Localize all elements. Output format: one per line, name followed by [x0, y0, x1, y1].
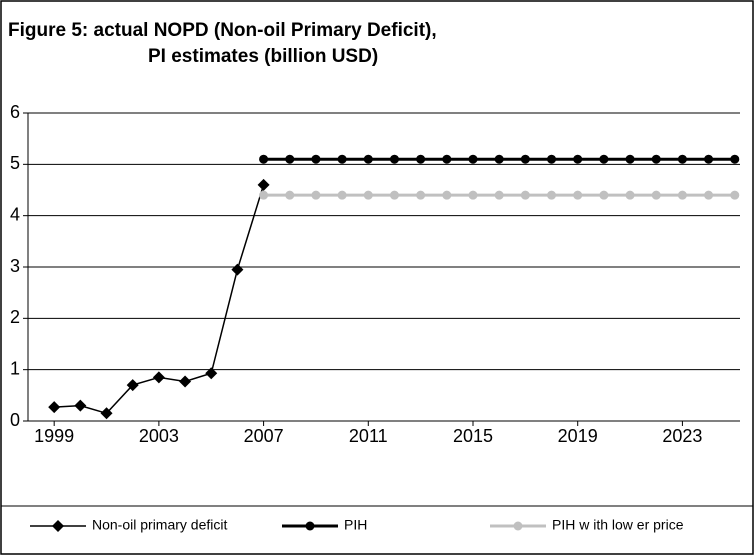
marker	[730, 154, 740, 164]
marker	[625, 154, 635, 164]
x-tick-label: 2011	[349, 426, 388, 446]
marker	[704, 190, 714, 200]
marker	[126, 379, 139, 392]
marker	[363, 190, 373, 200]
marker	[389, 154, 399, 164]
marker	[547, 190, 557, 200]
chart-title: PI estimates (billion USD)	[148, 46, 378, 67]
marker	[285, 190, 295, 200]
marker	[573, 154, 583, 164]
marker	[285, 154, 295, 164]
marker	[416, 190, 426, 200]
marker	[599, 190, 609, 200]
marker	[494, 154, 504, 164]
marker	[152, 371, 165, 384]
y-tick-label: 5	[10, 153, 20, 173]
marker	[468, 154, 478, 164]
x-tick-label: 2003	[139, 426, 179, 446]
marker	[442, 154, 452, 164]
marker	[494, 190, 504, 200]
marker	[205, 367, 218, 380]
marker	[651, 190, 661, 200]
marker	[74, 399, 87, 412]
y-tick-label: 4	[10, 204, 20, 224]
x-tick-label: 2015	[453, 426, 493, 446]
legend-label: Non-oil primary deficit	[92, 517, 227, 533]
y-tick-label: 0	[10, 410, 20, 430]
x-tick-label: 2007	[244, 426, 284, 446]
y-tick-label: 6	[10, 102, 20, 122]
marker	[231, 263, 244, 276]
marker	[651, 154, 661, 164]
marker	[704, 154, 714, 164]
marker	[311, 154, 321, 164]
marker	[48, 401, 61, 414]
marker	[259, 190, 269, 200]
marker	[337, 190, 347, 200]
chart-title: Figure 5: actual NOPD (Non-oil Primary D…	[8, 20, 437, 41]
marker	[179, 375, 192, 388]
marker	[311, 190, 321, 200]
marker	[677, 190, 687, 200]
marker	[337, 154, 347, 164]
marker	[625, 190, 635, 200]
marker	[547, 154, 557, 164]
marker	[468, 190, 478, 200]
marker	[416, 154, 426, 164]
legend-marker	[52, 520, 64, 532]
marker	[677, 154, 687, 164]
legend-marker	[513, 521, 523, 531]
marker	[730, 190, 740, 200]
x-tick-label: 2023	[662, 426, 702, 446]
legend-label: PIH w ith low er price	[552, 517, 684, 533]
marker	[389, 190, 399, 200]
y-tick-label: 2	[10, 307, 20, 327]
marker	[100, 407, 113, 420]
marker	[259, 154, 269, 164]
marker	[520, 154, 530, 164]
marker	[573, 190, 583, 200]
legend-label: PIH	[344, 517, 367, 533]
marker	[363, 154, 373, 164]
marker	[599, 154, 609, 164]
legend-marker	[305, 521, 315, 531]
marker	[257, 178, 270, 191]
x-tick-label: 1999	[34, 426, 74, 446]
marker	[520, 190, 530, 200]
y-tick-label: 3	[10, 256, 20, 276]
y-tick-label: 1	[10, 358, 20, 378]
x-tick-label: 2019	[558, 426, 598, 446]
marker	[442, 190, 452, 200]
